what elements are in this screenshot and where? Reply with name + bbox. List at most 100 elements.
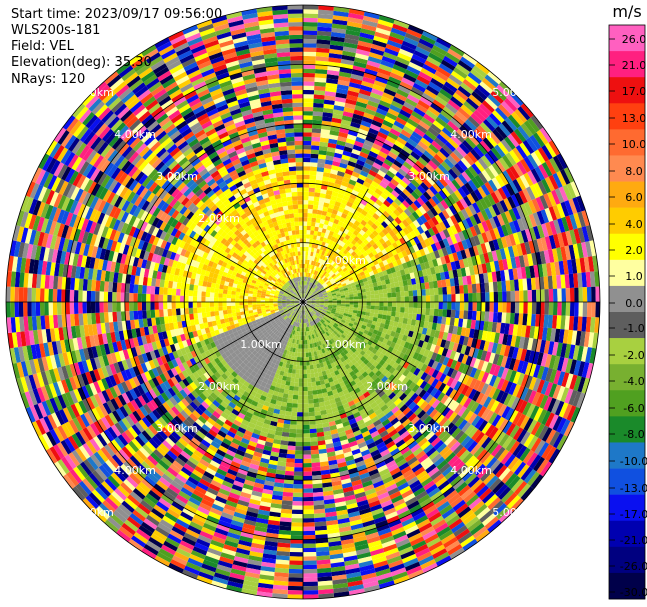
range-gate: [498, 157, 510, 171]
range-gate: [433, 345, 441, 354]
range-gate: [315, 297, 320, 300]
range-gate: [417, 156, 428, 167]
range-gate: [327, 283, 333, 288]
range-gate: [581, 362, 590, 378]
range-gate: [327, 307, 333, 310]
range-gate: [378, 231, 386, 238]
range-gate: [404, 307, 409, 314]
range-gate: [347, 325, 353, 330]
range-gate: [416, 234, 424, 243]
range-gate: [397, 152, 408, 162]
range-gate: [352, 144, 363, 152]
range-gate: [501, 185, 511, 198]
range-gate: [411, 53, 427, 64]
range-gate: [321, 250, 326, 256]
range-gate: [385, 84, 398, 93]
range-gate: [535, 196, 545, 211]
range-gate: [575, 258, 582, 274]
range-gate: [303, 208, 308, 213]
range-gate: [399, 109, 412, 119]
range-gate: [329, 199, 336, 206]
range-gate: [427, 376, 436, 386]
range-gate: [293, 471, 303, 476]
range-gate: [322, 116, 333, 122]
range-gate: [512, 163, 524, 177]
range-gate: [377, 206, 386, 214]
range-gate: [595, 302, 600, 318]
range-gate: [313, 90, 326, 96]
range-gate: [332, 19, 348, 26]
range-gate: [339, 263, 344, 268]
range-gate: [567, 329, 574, 345]
range-gate: [458, 372, 466, 383]
range-gate: [319, 295, 324, 298]
range-gate: [565, 215, 574, 231]
range-gate: [287, 441, 296, 447]
range-gate: [343, 323, 349, 328]
range-gate: [349, 299, 354, 302]
range-gate: [548, 235, 557, 250]
range-gate: [331, 241, 337, 247]
range-gate: [479, 81, 494, 94]
range-gate: [356, 265, 362, 271]
range-gate: [429, 251, 437, 260]
range-gate: [324, 298, 329, 300]
range-gate: [309, 260, 312, 265]
range-gate: [476, 349, 484, 360]
range-gate: [313, 102, 324, 108]
range-gate: [378, 127, 390, 136]
range-gate: [383, 324, 390, 330]
range-gate: [484, 74, 499, 88]
range-gate: [416, 42, 433, 53]
range-gate: [330, 226, 336, 233]
range-gate: [487, 71, 502, 85]
range-gate: [433, 287, 439, 296]
range-gate: [394, 332, 400, 339]
range-gate: [321, 275, 326, 280]
range-gate: [560, 387, 570, 403]
range-gate: [357, 40, 373, 48]
range-gate: [431, 273, 438, 282]
range-gate: [560, 274, 566, 289]
range-gate: [520, 123, 533, 138]
range-gate: [504, 98, 518, 112]
range-gate: [397, 214, 406, 222]
range-gate: [345, 327, 351, 332]
range-gate: [294, 454, 303, 459]
range-gate: [432, 182, 442, 193]
range-gate: [306, 369, 311, 374]
range-gate: [430, 302, 435, 309]
range-gate: [376, 154, 386, 163]
range-gate: [357, 223, 365, 230]
range-gate: [362, 302, 367, 306]
range-gate: [434, 265, 440, 274]
range-gate: [296, 361, 300, 366]
range-gate: [336, 300, 342, 302]
range-gate: [491, 162, 503, 175]
range-gate: [303, 246, 306, 252]
range-gate: [352, 290, 358, 294]
range-gate: [531, 198, 541, 213]
range-gate: [287, 449, 296, 455]
range-gate: [345, 318, 351, 323]
range-gate: [303, 429, 310, 434]
range-gate: [356, 313, 362, 318]
range-gate: [324, 91, 337, 97]
range-gate: [454, 285, 460, 294]
range-gate: [509, 165, 520, 179]
range-gate: [588, 332, 595, 348]
range-gate: [317, 231, 322, 237]
range-gate: [492, 388, 501, 401]
range-gate: [355, 283, 361, 288]
range-gate: [332, 306, 337, 310]
range-gate: [351, 171, 360, 178]
range-gate: [552, 155, 564, 171]
range-gate: [462, 122, 474, 134]
range-gate: [303, 437, 311, 442]
range-gate: [303, 123, 313, 129]
range-gate: [535, 277, 541, 290]
range-gate: [391, 124, 403, 133]
range-gate: [568, 198, 578, 215]
range-gate: [319, 145, 328, 152]
range-gate: [402, 334, 408, 342]
